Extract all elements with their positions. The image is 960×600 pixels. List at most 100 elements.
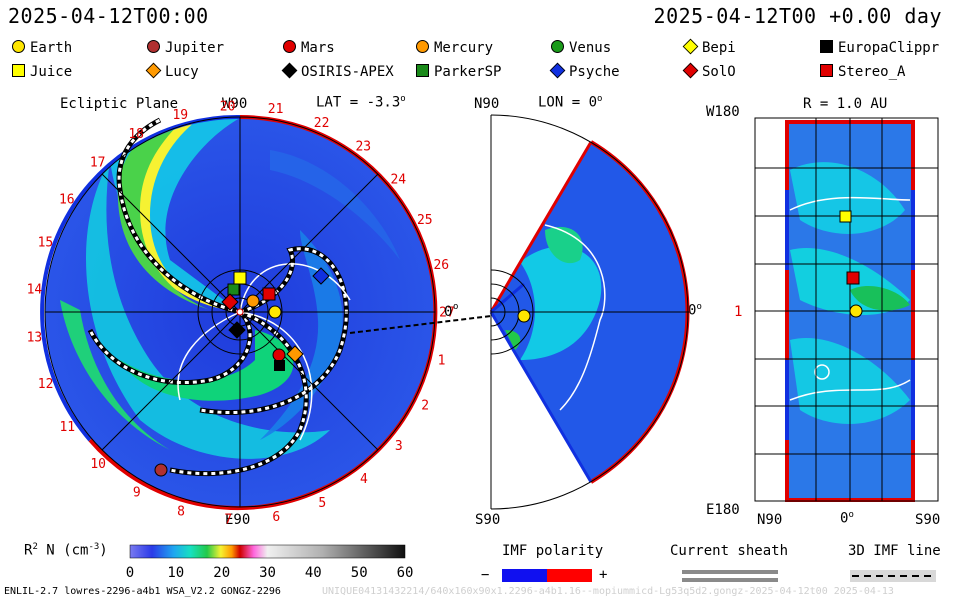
sector-number: 4 (360, 472, 368, 487)
meridional-contour (544, 224, 606, 411)
sector-number: 17 (90, 156, 106, 171)
sector-number: 6 (272, 510, 280, 525)
legend-item-juice: Juice (12, 64, 72, 80)
model-footer: ENLIL-2.7 lowres-2296-a4b1 WSA_V2.2 GONG… (4, 586, 281, 597)
legend-item-label: Venus (569, 40, 612, 56)
circle-icon (416, 40, 429, 53)
parker-marker (227, 283, 240, 296)
sector-number: 18 (128, 127, 144, 142)
map-contour (789, 196, 911, 401)
legend-item-europaclippr: EuropaClippr (820, 40, 939, 56)
juice-marker-map (839, 210, 852, 223)
earth-marker-meridional (517, 309, 531, 323)
spacecraft-markers (154, 210, 863, 477)
legend-item-psyche: Psyche (549, 62, 620, 80)
meridional-right-label: 0o (688, 302, 702, 319)
colorbar-tick-label: 0 (126, 565, 134, 581)
jupiter-marker (154, 463, 168, 477)
legend-item-jupiter: Jupiter (147, 40, 224, 56)
legend-item-label: Juice (30, 64, 73, 80)
square-icon (416, 64, 429, 77)
legend-item-osiris-apex: OSIRIS-APEX (281, 62, 394, 80)
imf-polarity-label: IMF polarity (502, 543, 604, 559)
legend-item-label: Mercury (434, 40, 494, 56)
sector-number: 20 (220, 99, 236, 114)
circle-icon (283, 40, 296, 53)
ecliptic-right-degree: o (453, 302, 458, 312)
current-sheath-swatch (682, 570, 778, 574)
sector-number: 22 (314, 116, 330, 131)
legend-item-label: ParkerSP (434, 64, 502, 80)
sector-number: 23 (355, 140, 371, 155)
legend-item-label: Stereo_A (838, 64, 906, 80)
density-band (850, 285, 910, 311)
sector-number: 9 (133, 486, 141, 501)
density-band (117, 117, 210, 310)
sector-number: 1 (438, 353, 446, 368)
density-colorbar: 0 10 20 30 40 50 60 (126, 544, 414, 581)
circle-icon (12, 40, 25, 53)
r-1au-map-plot (754, 117, 939, 502)
meridional-edge-south (489, 311, 593, 483)
polarity-rim-positive (88, 438, 321, 511)
legend-item-label: Lucy (165, 64, 199, 80)
longitude-label: LON = 0o (538, 94, 603, 111)
stereo-a-marker-map (846, 271, 860, 285)
earth-marker-map (849, 304, 863, 318)
ecliptic-top-label: W90 (222, 96, 248, 112)
legend-item-label: Earth (30, 40, 73, 56)
sector-number: 26 (433, 258, 449, 273)
sector-number: 16 (59, 193, 75, 208)
polarity-positive-swatch (547, 569, 592, 582)
colorbar-tick-label: 50 (351, 565, 368, 581)
meridional-top-label: N90 (474, 96, 500, 112)
sector-number: 24 (390, 173, 406, 188)
sector-number: 14 (27, 282, 43, 297)
colorbar-tick-label: 40 (305, 565, 322, 581)
legend-item-mars: Mars (283, 40, 335, 56)
polarity-negative-swatch (502, 569, 547, 582)
ecliptic-right-label: 0 (444, 304, 452, 320)
polarity-minus-label: − (481, 567, 490, 583)
map-title: R = 1.0 AU (803, 96, 888, 112)
sector-labels: 20 21222324252627123456789101112131415161… (27, 99, 459, 527)
legend-item-lucy: Lucy (145, 62, 199, 80)
meridional-edge-north (489, 141, 593, 313)
ecliptic-bottom-label: E90 (225, 512, 251, 528)
current-sheath-swatch (682, 578, 778, 582)
polarity-plus-label: + (599, 567, 608, 583)
colorbar-tick-label: 60 (397, 565, 414, 581)
map-x-left-label: N90 (757, 512, 783, 528)
colorbar-label: R2 N (cm-3) (24, 542, 108, 559)
psyche-marker (312, 267, 330, 285)
sector-number: 13 (27, 330, 43, 345)
map-mid-left-label: 1 (734, 304, 743, 320)
map-x-mid-label: 0o (840, 510, 854, 527)
mercury-marker (246, 294, 260, 308)
map-bottom-left-label: E180 (706, 502, 740, 518)
legend-item-label: Jupiter (165, 40, 225, 56)
colorbar-tick-label: 10 (167, 565, 184, 581)
earth-marker (268, 305, 282, 319)
legend-item-stereo-a: Stereo_A (820, 64, 905, 80)
juice-marker (233, 271, 247, 285)
sector-number: 10 (90, 457, 106, 472)
sun-marker (236, 308, 244, 316)
sector-number: 11 (59, 420, 75, 435)
watermark-footer: UNIQUE04131432214/640x160x90x1.2296-a4b1… (322, 586, 894, 597)
sector-number: 8 (177, 504, 185, 519)
map-contour (814, 364, 830, 380)
sector-number: 19 (172, 108, 188, 123)
colorbar-tick-label: 20 (213, 565, 230, 581)
square-icon (820, 64, 833, 77)
sector-number: 21 (268, 102, 284, 117)
sector-number: 25 (417, 213, 433, 228)
legend-item-label: Bepi (702, 40, 736, 56)
latitude-label: LAT = -3.3o (316, 94, 406, 111)
density-band (270, 150, 400, 260)
map-top-left-label: W180 (706, 104, 740, 120)
sector-number: 12 (38, 377, 54, 392)
date-right: 2025-04-12T00 +0.00 day (653, 4, 942, 28)
circle-icon (551, 40, 564, 53)
